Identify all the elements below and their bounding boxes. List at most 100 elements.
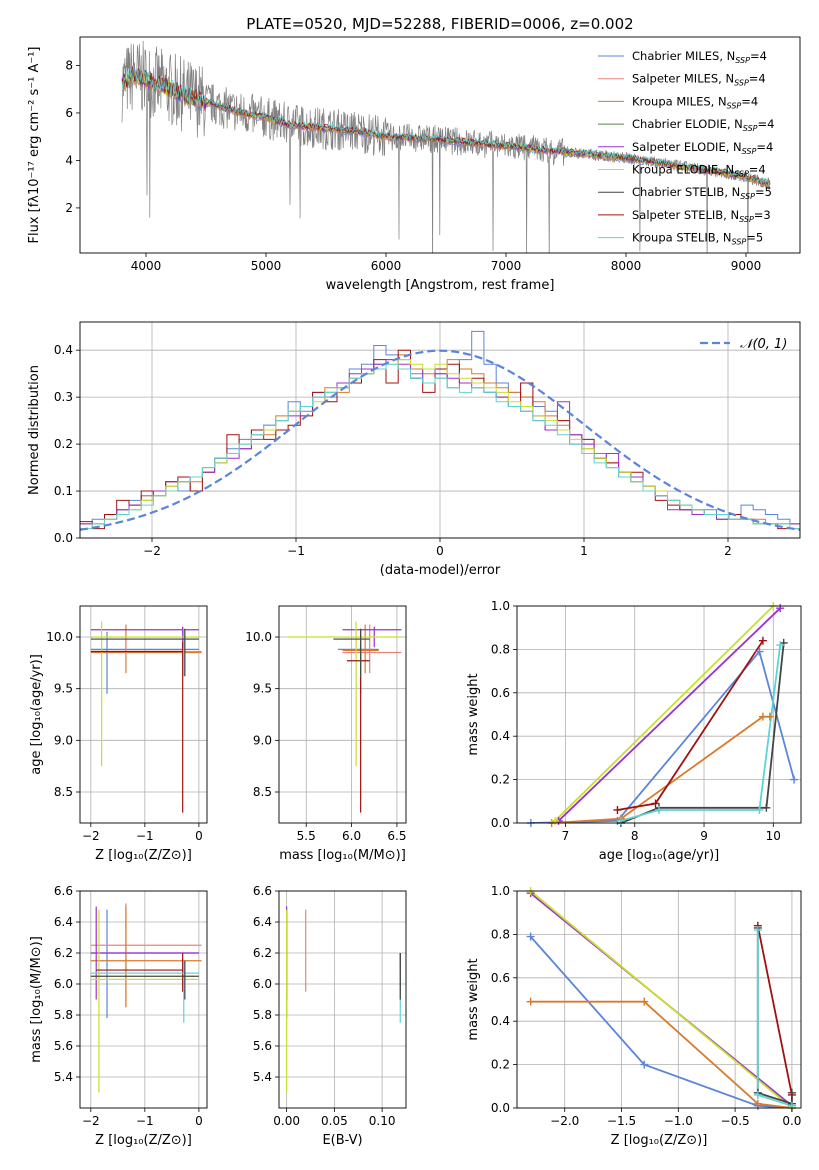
y-tick-label: 0.0	[54, 531, 73, 545]
plot-frame	[278, 890, 407, 1109]
weight-point-marker	[551, 816, 560, 825]
y-tick-label: 6.4	[54, 915, 73, 929]
plot-area	[90, 621, 202, 813]
x-axis-label: (data-model)/error	[380, 563, 501, 578]
weight-series-line	[530, 1000, 793, 1108]
x-tick-label: −2	[82, 829, 100, 843]
y-tick-label: 9.0	[253, 733, 272, 747]
x-tick-label: 6.5	[387, 829, 406, 843]
y-axis-label: age [log₁₀(age/yr)]	[29, 654, 44, 775]
x-tick-label: 0.10	[369, 1114, 396, 1128]
weight-series-line	[530, 649, 795, 823]
histogram-series	[80, 330, 800, 525]
x-tick-label: 0	[436, 544, 444, 558]
y-tick-label: 6.2	[54, 946, 73, 960]
weight-series-line	[554, 606, 774, 822]
x-axis-label: E(B-V)	[322, 1133, 362, 1148]
y-tick-label: 0.6	[491, 686, 510, 700]
x-tick-label: −1	[136, 829, 154, 843]
x-tick-label: 0	[195, 1114, 203, 1128]
x-tick-label: −0.5	[721, 1114, 750, 1128]
chart-age-vs-mass: 5.5 6.0 6.5 8.5 9.0 9.5 10.0 mass [log₁₀(M/M⊙)]	[245, 605, 407, 863]
chart-mass-vs-z: −2 −1 0 5.4 5.6 5.8 6.0 6.2 6.4 6.6 Z [log₁₀(Z/Z⊙)…	[29, 884, 208, 1148]
histogram-series	[80, 359, 800, 525]
y-tick-label: 6.6	[54, 884, 73, 898]
model-spectrum-line	[121, 65, 771, 184]
y-axis-label: mass [log₁₀(M/M⊙)]	[29, 936, 44, 1063]
legend-entry: Chabrier STELIB, NSSP=5	[632, 185, 772, 201]
y-tick-label: 9.5	[54, 682, 73, 696]
weight-point-marker	[655, 805, 663, 814]
weight-point-marker	[651, 799, 660, 808]
y-tick-label: 2	[65, 201, 73, 215]
weight-point-marker	[753, 926, 762, 935]
plot-area	[90, 903, 202, 1093]
y-axis-label: Normed distribution	[27, 365, 42, 495]
x-tick-label: −2	[143, 544, 161, 558]
x-tick-label: −1.0	[664, 1114, 693, 1128]
y-tick-label: 0.1	[54, 484, 73, 498]
weight-point-marker	[753, 1099, 762, 1108]
histogram-series	[80, 363, 800, 530]
weight-point-marker	[755, 805, 764, 814]
weight-point-marker	[616, 816, 625, 825]
x-axis-label: Z [log₁₀(Z/Z⊙)]	[95, 848, 192, 863]
y-tick-label: 6.0	[54, 977, 73, 991]
weight-series-line	[557, 607, 781, 822]
x-tick-label: 8000	[611, 259, 642, 273]
chart-residuals: 𝒩(0, 1) −2 −1 0 1 2 0.0 0.1 0.2 0.3 0.4 (data-model…	[27, 321, 801, 578]
weight-series-line	[756, 925, 793, 1096]
weight-series-line	[530, 891, 793, 1108]
y-tick-label: 0.0	[491, 816, 510, 830]
y-tick-label: 9.5	[253, 682, 272, 696]
x-tick-label: 7	[562, 829, 570, 843]
y-tick-label: 0.2	[491, 1058, 510, 1072]
weight-point-marker	[526, 932, 535, 941]
y-tick-label: 5.6	[54, 1039, 73, 1053]
plot-frame	[516, 890, 802, 1109]
weight-point-marker	[753, 1090, 762, 1099]
x-tick-label: 1	[580, 544, 588, 558]
x-axis-label: mass [log₁₀(M/M⊙)]	[279, 848, 406, 863]
x-axis-label: Z [log₁₀(Z/Z⊙)]	[611, 1133, 708, 1148]
plot-frame	[79, 605, 208, 824]
y-tick-label: 6.4	[253, 915, 272, 929]
chart-spectrum: Chabrier MILES, NSSP=4 Salpeter MILES, NS…	[27, 36, 801, 293]
weight-point-marker	[776, 604, 785, 613]
x-tick-label: 0	[195, 829, 203, 843]
y-tick-label: 6	[65, 106, 73, 120]
y-tick-label: 0.4	[491, 1014, 510, 1028]
plot-area	[288, 621, 402, 813]
y-tick-label: 0.2	[54, 437, 73, 451]
x-tick-label: 2	[724, 544, 732, 558]
weight-point-marker	[640, 1060, 649, 1069]
y-tick-label: 0.8	[491, 927, 510, 941]
weight-series-line	[529, 936, 792, 1108]
y-tick-label: 0.6	[491, 971, 510, 985]
x-tick-label: 9000	[731, 259, 762, 273]
plot-frame	[79, 890, 208, 1109]
weight-point-marker	[776, 641, 785, 650]
y-tick-label: 5.4	[253, 1070, 272, 1084]
weight-series-line	[756, 930, 793, 1107]
x-tick-label: 8	[631, 829, 639, 843]
plot-area	[286, 906, 401, 1093]
x-tick-label: 0.00	[273, 1114, 300, 1128]
legend: Chabrier MILES, NSSP=4 Salpeter MILES, NS…	[598, 49, 774, 247]
plot-area	[530, 606, 795, 823]
weight-point-marker	[762, 803, 771, 812]
x-tick-label: 7000	[491, 259, 522, 273]
legend-entry: Salpeter STELIB, NSSP=3	[632, 208, 771, 224]
plot-frame	[278, 605, 407, 824]
y-tick-label: 0.4	[54, 343, 73, 357]
weight-point-marker	[758, 712, 767, 721]
y-tick-label: 5.4	[54, 1070, 73, 1084]
x-tick-label: 5.5	[297, 829, 316, 843]
y-axis-label: mass weight	[466, 958, 481, 1040]
legend-entry: Salpeter ELODIE, NSSP=4	[632, 140, 773, 156]
x-axis-label: age [log₁₀(age/yr)]	[599, 848, 720, 863]
weight-point-marker	[787, 1088, 796, 1097]
weight-series-line	[617, 640, 764, 811]
y-tick-label: 9.0	[54, 733, 73, 747]
y-tick-label: 1.0	[491, 599, 510, 613]
